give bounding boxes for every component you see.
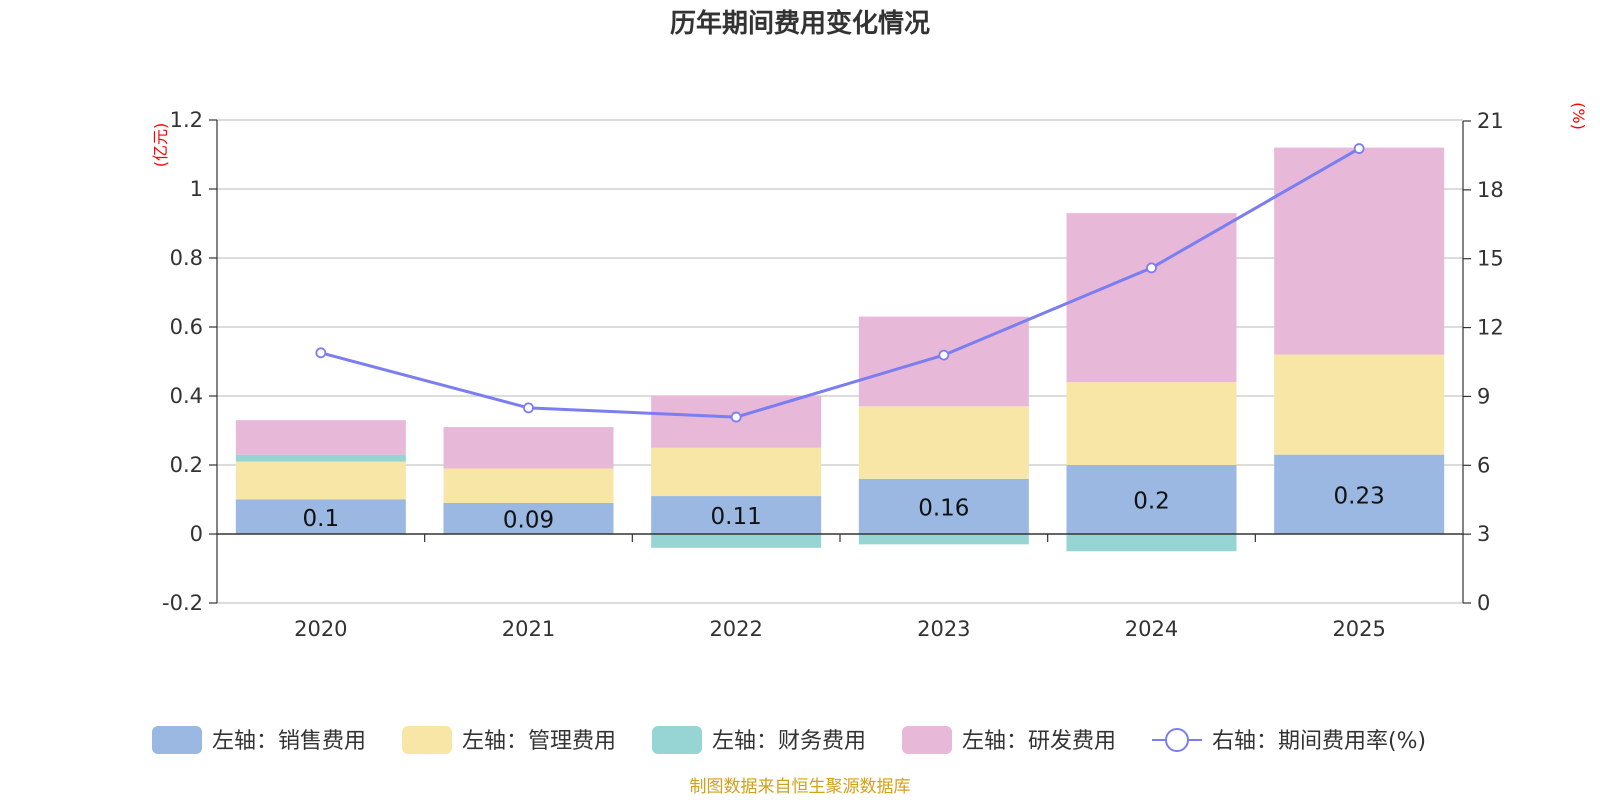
bar-finance-2020	[235, 454, 406, 462]
right-axis-tick-label: 18	[1477, 178, 1504, 202]
bar-sales-2020	[235, 499, 406, 534]
left-axis-tick-label: 1	[190, 177, 203, 201]
legend: 左轴：销售费用 左轴：管理费用 左轴：财务费用 左轴：研发费用 右轴：期间费用率(%)	[152, 726, 1426, 754]
rate-point-2021	[523, 402, 534, 414]
bar-sales-2025	[1274, 454, 1445, 534]
left-axis-tick-label: 0.2	[170, 453, 203, 477]
legend-swatch-rnd	[902, 726, 952, 754]
bar-admin-2021	[443, 468, 614, 503]
data-label-sales: 0.09	[503, 507, 554, 533]
source-note: 制图数据来自恒生聚源数据库	[690, 777, 911, 797]
legend-label-admin: 左轴：管理费用	[462, 729, 616, 754]
bar-sales-2022	[651, 496, 822, 534]
line-layer	[315, 143, 1365, 423]
legend-swatch-admin	[402, 726, 452, 754]
bar-finance-2022	[651, 534, 822, 548]
axes-layer: 1.2 1 0.8 0.6 0.4 0.2 0 -0.2 21 18 15 12 9 6 3 0 (亿元) (%)…	[151, 102, 1588, 641]
bar-sales-2023	[858, 478, 1029, 534]
x-axis-tick-label: 2020	[294, 617, 347, 641]
bars-layer	[235, 147, 1445, 552]
rate-point-2023	[938, 349, 950, 361]
legend-label-sales: 左轴：销售费用	[212, 729, 366, 754]
data-label-sales: 0.16	[918, 495, 969, 521]
left-axis-tick-label: 0.4	[170, 384, 203, 408]
rate-point-2020	[315, 347, 327, 359]
bar-finance-2024	[1066, 534, 1237, 552]
bar-rnd-2021	[443, 427, 614, 469]
grid-layer	[217, 119, 1463, 604]
right-axis-tick-label: 9	[1477, 384, 1490, 408]
x-axis-tick-label: 2023	[917, 617, 970, 641]
left-axis-unit: (亿元)	[151, 123, 170, 168]
right-axis-tick-label: 21	[1477, 109, 1504, 133]
x-axis-tick-label: 2021	[502, 617, 555, 641]
rate-point-2025	[1353, 143, 1365, 154]
x-axis-tick-label: 2022	[709, 617, 762, 641]
left-axis-tick-label: 0.6	[170, 315, 203, 339]
legend-swatch-finance	[652, 726, 702, 754]
bar-sales-2021	[443, 502, 614, 534]
right-axis-tick-label: 0	[1477, 591, 1490, 615]
bar-finance-2023	[858, 534, 1029, 545]
x-axis-tick-label: 2024	[1125, 617, 1178, 641]
bar-sales-2024	[1066, 465, 1237, 534]
rate-line	[320, 147, 1360, 419]
rate-point-2022	[730, 411, 742, 423]
bar-admin-2023	[858, 406, 1029, 479]
bar-admin-2024	[1066, 382, 1237, 465]
data-label-sales: 0.11	[711, 504, 762, 530]
bar-rnd-2024	[1066, 213, 1237, 383]
data-label-sales: 0.23	[1334, 483, 1385, 509]
left-axis-tick-label: 1.2	[170, 108, 203, 132]
bar-admin-2022	[651, 447, 822, 497]
legend-label-rate_line: 右轴：期间费用率(%)	[1212, 729, 1426, 754]
legend-swatch-marker	[1165, 728, 1189, 752]
legend-label-finance: 左轴：财务费用	[712, 729, 866, 754]
data-label-sales: 0.2	[1133, 489, 1170, 515]
labels-layer: 0.1 0.09 0.11 0.16 0.2 0.23	[303, 483, 1385, 533]
right-axis-tick-label: 15	[1477, 247, 1504, 271]
bar-rnd-2020	[235, 420, 406, 455]
right-axis-tick-label: 12	[1477, 316, 1504, 340]
left-axis-tick-label: -0.2	[162, 591, 203, 615]
rate-point-2024	[1146, 262, 1157, 274]
right-axis-unit: (%)	[1569, 102, 1588, 130]
bar-admin-2020	[235, 461, 406, 500]
bar-rnd-2025	[1274, 147, 1445, 355]
x-axis-tick-label: 2025	[1332, 617, 1385, 641]
right-axis-tick-label: 3	[1477, 522, 1490, 546]
legend-swatch-sales	[152, 726, 202, 754]
left-axis-tick-label: 0	[190, 522, 203, 546]
legend-label-rnd: 左轴：研发费用	[962, 729, 1116, 754]
chart-title: 历年期间费用变化情况	[670, 8, 930, 39]
left-axis-tick-label: 0.8	[170, 246, 203, 270]
data-label-sales: 0.1	[303, 506, 340, 532]
bar-admin-2025	[1274, 354, 1445, 455]
right-axis-tick-label: 6	[1477, 453, 1490, 477]
